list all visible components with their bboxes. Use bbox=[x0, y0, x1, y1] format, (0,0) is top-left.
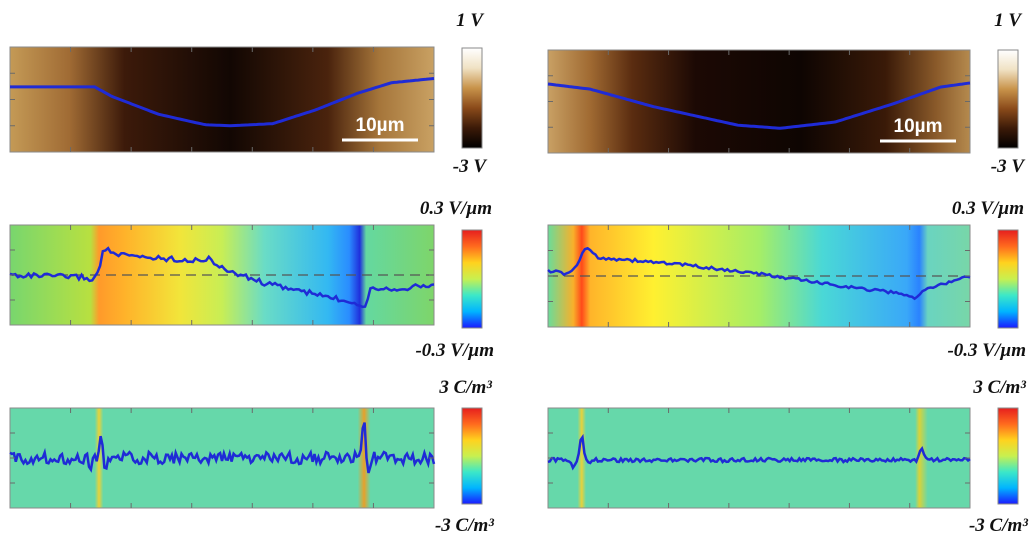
right-potential-panel: 10µm 1 V -3 V bbox=[547, 10, 1026, 177]
left-field-top-label: 0.3 V/µm bbox=[420, 198, 492, 219]
right-charge-colorbar bbox=[997, 407, 1019, 505]
left-field-panel: 0.3 V/µm -0.3 V/µm bbox=[9, 198, 494, 361]
left-potential-colorbar bbox=[461, 47, 483, 149]
right-field-colorbar bbox=[997, 229, 1019, 329]
right-charge-panel: 3 C/m³ -3 C/m³ bbox=[547, 377, 1028, 536]
right-charge-bottom-label: -3 C/m³ bbox=[969, 515, 1028, 536]
left-potential-panel: 10µm 1 V -3 V bbox=[9, 10, 488, 177]
left-charge-colorbar bbox=[461, 407, 483, 505]
right-potential-colorbar bbox=[997, 49, 1019, 149]
left-field-bottom-label: -0.3 V/µm bbox=[415, 340, 494, 361]
left-charge-panel: 3 C/m³ -3 C/m³ bbox=[9, 377, 494, 536]
left-charge-curve bbox=[9, 422, 436, 474]
left-field-colorbar bbox=[461, 229, 483, 329]
right-potential-top-label: 1 V bbox=[994, 10, 1022, 31]
right-field-top-label: 0.3 V/µm bbox=[952, 198, 1024, 219]
left-potential-map bbox=[9, 46, 435, 153]
left-charge-bottom-label: -3 C/m³ bbox=[435, 515, 494, 536]
right-field-curve bbox=[547, 246, 971, 301]
right-charge-top-label: 3 C/m³ bbox=[972, 377, 1026, 398]
right-field-bottom-label: -0.3 V/µm bbox=[947, 340, 1026, 361]
left-charge-top-label: 3 C/m³ bbox=[438, 377, 492, 398]
right-potential-map bbox=[547, 49, 971, 154]
left-potential-bottom-label: -3 V bbox=[453, 156, 488, 177]
right-potential-bottom-label: -3 V bbox=[991, 156, 1026, 177]
left-scale-text: 10µm bbox=[356, 115, 405, 136]
right-field-panel: 0.3 V/µm -0.3 V/µm bbox=[547, 198, 1026, 361]
left-potential-curve bbox=[10, 77, 435, 128]
right-scale-text: 10µm bbox=[894, 116, 943, 137]
right-potential-curve bbox=[547, 81, 971, 130]
panel-tick-marks bbox=[10, 47, 970, 508]
left-potential-top-label: 1 V bbox=[456, 10, 484, 31]
left-field-curve bbox=[9, 246, 435, 309]
right-charge-map bbox=[547, 407, 971, 509]
right-charge-curve bbox=[547, 433, 971, 471]
